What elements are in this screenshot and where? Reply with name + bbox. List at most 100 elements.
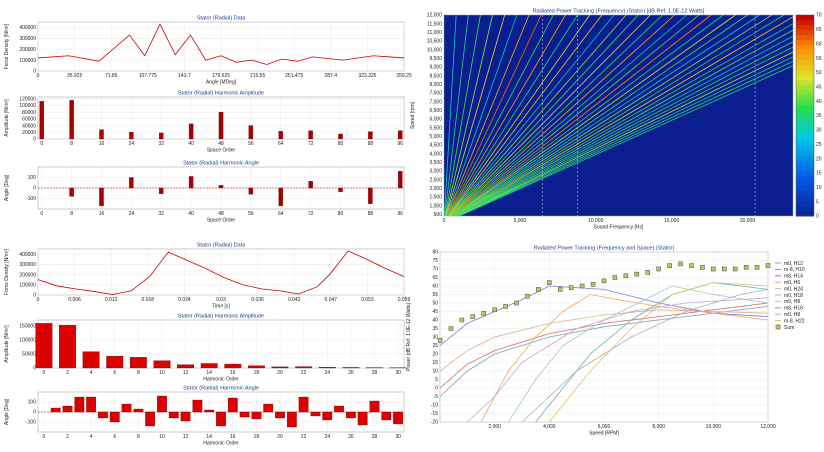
legend-label: m8, H18 [784,306,803,312]
x-tick-label: 28 [372,370,378,376]
order-line [447,14,554,217]
order-line [444,14,481,217]
colorbar-cell [796,190,814,197]
bar [59,324,76,369]
y-tick-label: 30 [432,335,438,341]
y-axis-label: Speed [rpm] [410,101,416,129]
order-line [452,14,712,217]
bar [393,411,403,425]
y-tick-label: 9,500 [429,56,442,62]
x-tick-label: 15,000 [664,218,680,224]
y-axis-label: Angle [Deg] [4,398,10,425]
order-line [457,46,794,217]
x-tick-label: 28 [372,434,378,440]
colorbar-cell [796,205,814,212]
colorbar-tick-label: 5 [816,199,819,205]
colorbar-cell [796,115,814,122]
bar [322,411,333,421]
x-tick-label: 30 [395,370,401,376]
y-tick-label: 300000 [19,262,36,268]
sum-marker [634,271,640,277]
order-line [448,14,578,217]
bar [153,360,171,369]
colorbar-cell [796,185,814,192]
order-line [459,65,794,217]
x-tick-label: 96 [397,141,403,147]
colorbar-cell [796,20,814,26]
y-tick-label: 4,000 [429,151,442,157]
bar [129,357,147,369]
bar [39,101,44,140]
bar [368,131,373,140]
x-tick-label: 64 [278,211,284,217]
colorbar-cell [796,95,814,101]
colorbar-cell [796,85,814,91]
bar [188,176,194,189]
x-tick-label: 16 [99,211,105,217]
x-tick-label: 32 [158,211,164,217]
y-tick-label: 70 [432,267,438,273]
bar [69,100,74,140]
chart-1: Stator (Radial) Harmonic Amplitude Space … [4,91,405,154]
y-tick-label: 10 [432,369,438,375]
sum-marker [765,263,771,268]
colorbar-tick-label: 40 [816,99,822,105]
chart-title: Stator (Radial) Harmonic Angle [183,161,259,167]
series-line [521,289,769,423]
x-tick-label: 10,000 [588,218,604,224]
x-tick-label: 6 [113,434,116,440]
colorbar-cell [796,25,814,31]
bar [204,409,215,413]
sum-marker [568,285,574,290]
x-tick-label: 56 [248,141,254,147]
x-tick-label: 10 [159,434,165,440]
y-tick-label: 1,500 [429,195,442,201]
order-line [456,29,794,217]
y-tick-label: 2,500 [429,177,442,183]
y-tick-label: 50000 [22,352,36,358]
x-tick-label: 2,000 [488,424,501,430]
colorbar-tick-label: 20 [816,156,822,162]
y-tick-label: 35 [432,326,438,332]
bar [308,181,313,189]
sum-marker [612,275,618,280]
sum-marker [743,265,749,270]
x-tick-label: 22 [301,370,307,376]
x-tick-label: 8,000 [652,424,665,430]
order-line [453,14,736,217]
order-line [446,14,542,217]
sum-marker [689,263,694,268]
x-tick-label: 24 [324,370,330,376]
order-line [451,14,675,217]
x-tick-label: 0 [43,370,46,376]
colorbar-cell [796,160,814,167]
y-tick-label: 500 [434,212,443,218]
legend-label: m-8, H22 [784,318,805,324]
y-tick-label: -100 [26,196,36,202]
y-tick-label: 7,500 [429,91,442,97]
sum-marker [601,278,607,284]
y-tick-label: 11,500 [427,21,442,27]
x-tick-label: 5,000 [514,218,527,224]
y-tick-label: 20 [432,352,438,358]
colorbar-tick-label: 15 [816,171,822,177]
bar [227,397,238,413]
series-line [37,23,405,65]
x-axis-label: Space Order [207,218,236,224]
order-line [457,51,794,217]
x-tick-label: 72 [308,141,314,147]
bar [177,364,194,369]
colorbar-tick-label: 60 [816,41,822,47]
colorbar-tick-label: 25 [816,142,822,148]
x-tick-label: 12 [183,434,189,440]
order-line [446,14,530,217]
x-tick-label: 10 [159,370,165,376]
colorbar-cell [796,30,814,36]
colorbar-cell [796,105,814,111]
x-tick-label: 30 [395,434,401,440]
x-tick-label: 24 [324,434,330,440]
legend-label: m0, H8 [784,312,800,318]
chart-title: Stator (Radial) Harmonic Angle [183,386,259,392]
order-line [446,14,518,217]
